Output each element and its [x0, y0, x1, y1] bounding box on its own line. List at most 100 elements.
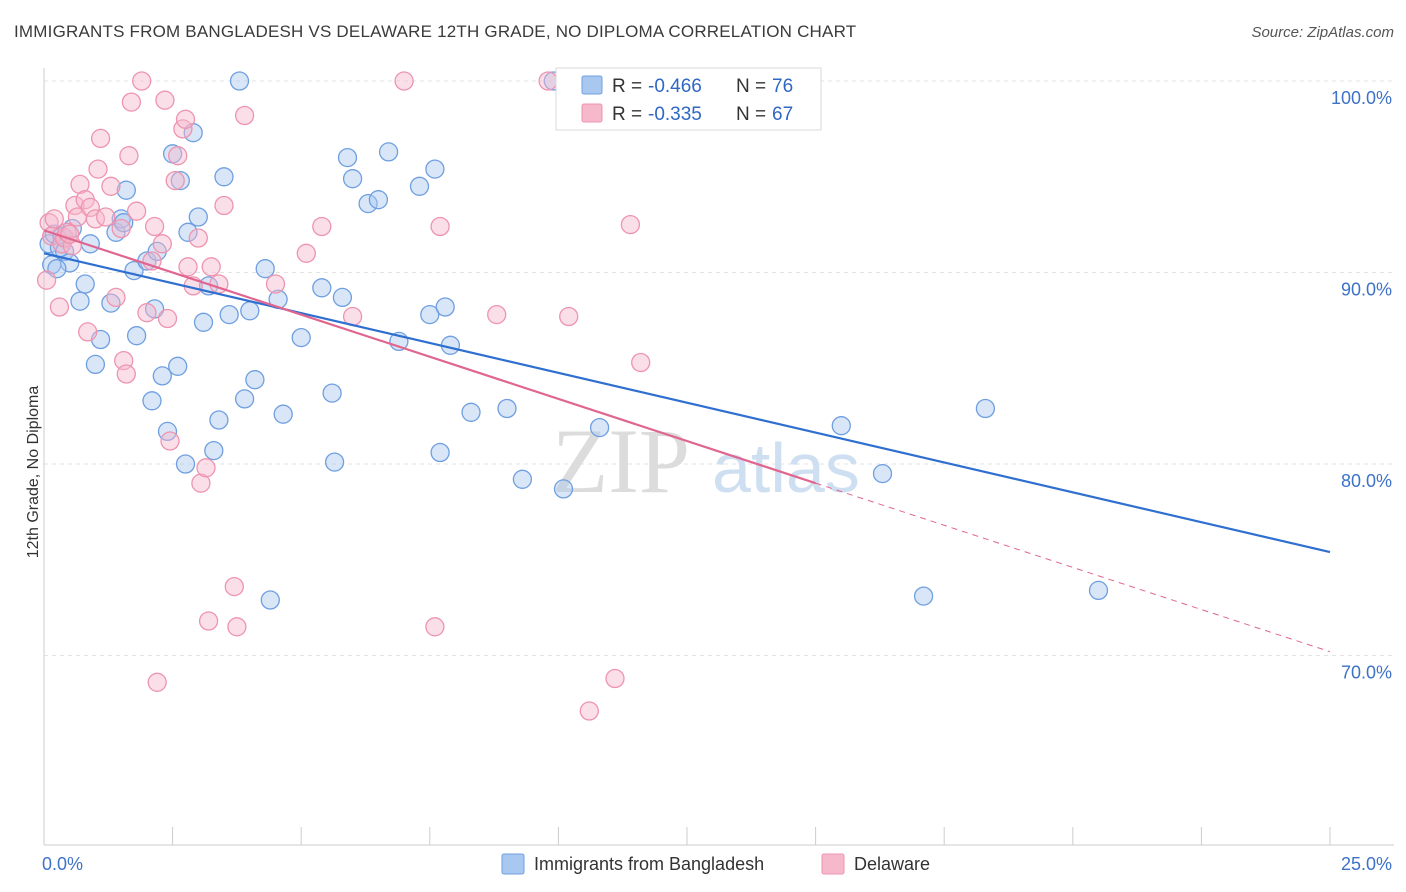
point-bangladesh-11	[85, 354, 106, 375]
point-bangladesh-39	[234, 389, 255, 409]
point-delaware-51	[234, 105, 255, 126]
point-delaware-40	[178, 257, 198, 277]
point-delaware-43	[191, 473, 211, 493]
y-tick-labels: 100.0% 90.0% 80.0% 70.0%	[1331, 88, 1392, 683]
stats-legend: R = -0.466 N = 76 R = -0.335 N = 67	[555, 67, 822, 131]
point-delaware-56	[394, 71, 414, 91]
y-tick-label-80: 80.0%	[1341, 471, 1392, 491]
point-bangladesh-50	[332, 287, 353, 308]
point-delaware-11	[70, 174, 90, 195]
legend-r-label-2: R =	[612, 104, 642, 125]
point-delaware-23	[116, 364, 136, 384]
point-delaware-24	[119, 146, 139, 166]
point-delaware-48	[214, 195, 234, 216]
trendlines	[43, 229, 1331, 653]
point-delaware-61	[559, 306, 579, 327]
series-delaware-points	[36, 71, 651, 721]
point-delaware-66	[60, 224, 80, 244]
point-delaware-65	[631, 352, 651, 373]
point-delaware-4	[49, 297, 70, 317]
point-delaware-26	[126, 201, 147, 221]
gridlines	[44, 80, 1394, 656]
trendline-delaware-extension	[815, 482, 1331, 653]
point-delaware-57	[425, 617, 445, 637]
point-delaware-31	[147, 672, 167, 692]
point-bangladesh-73	[1088, 580, 1109, 601]
source-credit: Source: ZipAtlas.com	[1251, 24, 1394, 41]
point-delaware-3	[44, 209, 64, 229]
point-delaware-44	[196, 458, 216, 478]
x-tick-label-min: 0.0%	[42, 854, 83, 874]
y-tick-label-70: 70.0%	[1341, 663, 1392, 683]
series-legend-label-bangladesh: Immigrants from Bangladesh	[534, 854, 764, 874]
axes	[43, 68, 1394, 846]
legend-n-value-2: 67	[772, 104, 793, 125]
point-bangladesh-16	[116, 180, 136, 200]
point-bangladesh-60	[430, 442, 450, 463]
point-delaware-18	[96, 207, 116, 227]
point-delaware-54	[312, 216, 332, 237]
point-delaware-19	[101, 176, 121, 196]
point-bangladesh-40	[240, 301, 260, 321]
point-bangladesh-26	[168, 356, 188, 376]
point-bangladesh-8	[70, 291, 90, 311]
watermark-zip: ZIP	[552, 410, 690, 512]
series-legend: Immigrants from Bangladesh Delaware	[501, 853, 930, 875]
point-bangladesh-43	[260, 590, 280, 610]
x-tick-label-max: 25.0%	[1341, 854, 1392, 874]
point-bangladesh-32	[193, 312, 214, 332]
point-bangladesh-63	[461, 402, 481, 422]
point-bangladesh-54	[368, 190, 389, 210]
point-delaware-45	[198, 611, 219, 631]
point-bangladesh-18	[126, 326, 147, 346]
series-legend-swatch-delaware	[821, 853, 845, 875]
point-bangladesh-68	[589, 417, 610, 438]
point-delaware-37	[168, 146, 188, 166]
point-delaware-29	[142, 251, 162, 271]
point-delaware-27	[132, 71, 152, 91]
point-bangladesh-41	[245, 370, 265, 390]
legend-n-value-1: 76	[772, 76, 793, 97]
series-bangladesh-points	[39, 71, 1109, 610]
point-delaware-50	[227, 617, 247, 637]
point-bangladesh-69	[831, 416, 851, 436]
point-bangladesh-35	[209, 410, 229, 430]
point-bangladesh-67	[553, 479, 574, 499]
point-bangladesh-28	[175, 454, 196, 474]
legend-r-label-1: R =	[612, 76, 642, 97]
point-delaware-0	[36, 270, 57, 290]
point-bangladesh-46	[291, 327, 311, 348]
point-bangladesh-23	[152, 366, 172, 386]
point-delaware-33	[155, 90, 175, 110]
y-tick-label-100: 100.0%	[1331, 88, 1392, 108]
point-delaware-20	[106, 287, 126, 308]
point-bangladesh-27	[170, 170, 190, 191]
point-delaware-25	[121, 92, 142, 112]
point-bangladesh-34	[204, 440, 224, 461]
trendline-delaware	[43, 229, 816, 485]
point-delaware-36	[165, 170, 185, 191]
point-delaware-53	[296, 243, 316, 263]
point-delaware-52	[265, 274, 286, 294]
point-delaware-64	[620, 214, 641, 235]
point-delaware-17	[90, 128, 111, 149]
y-tick-label-90: 90.0%	[1341, 280, 1392, 300]
chart-title: IMMIGRANTS FROM BANGLADESH VS DELAWARE 1…	[14, 22, 857, 41]
point-delaware-16	[88, 159, 108, 179]
point-delaware-63	[605, 668, 625, 689]
point-bangladesh-55	[378, 142, 399, 162]
point-bangladesh-38	[229, 71, 250, 91]
point-delaware-34	[157, 308, 178, 329]
point-bangladesh-53	[358, 193, 378, 214]
point-bangladesh-57	[409, 176, 430, 196]
point-delaware-58	[430, 216, 450, 237]
point-delaware-42	[188, 228, 208, 248]
point-bangladesh-36	[214, 167, 234, 187]
legend-swatch-bangladesh	[581, 75, 603, 95]
point-delaware-30	[144, 216, 165, 237]
y-axis-title: 12th Grade, No Diploma	[25, 386, 42, 559]
point-delaware-13	[78, 322, 98, 342]
point-delaware-62	[579, 701, 599, 721]
point-bangladesh-47	[312, 278, 332, 298]
legend-swatch-delaware	[581, 103, 603, 123]
